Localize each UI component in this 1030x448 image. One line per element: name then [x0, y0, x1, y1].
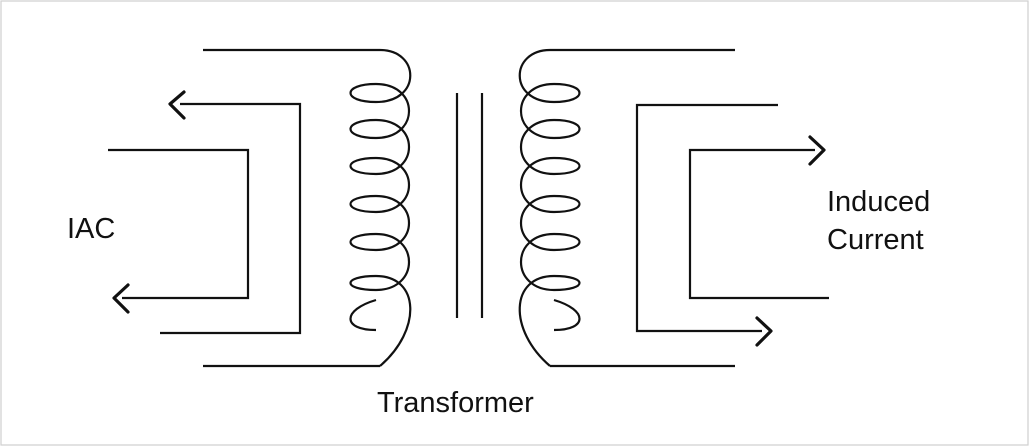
primary-source-loop — [108, 148, 250, 300]
primary-side — [108, 48, 412, 368]
secondary-upper-arrowhead — [808, 135, 826, 166]
primary-coil — [349, 48, 412, 367]
iron-core — [455, 93, 484, 318]
secondary-output-loop — [688, 148, 829, 300]
primary-upper-arrowhead — [168, 90, 186, 120]
label-iac: IAC — [67, 213, 115, 245]
label-current: Current — [827, 224, 924, 256]
primary-inner-loop — [160, 102, 302, 335]
secondary-lower-arrowhead — [755, 316, 773, 347]
secondary-coil — [518, 48, 581, 367]
secondary-inner-loop — [635, 103, 778, 333]
primary-lower-arrowhead — [112, 283, 130, 314]
label-induced: Induced — [827, 186, 930, 218]
label-transformer: Transformer — [377, 387, 534, 419]
secondary-side — [518, 48, 829, 368]
